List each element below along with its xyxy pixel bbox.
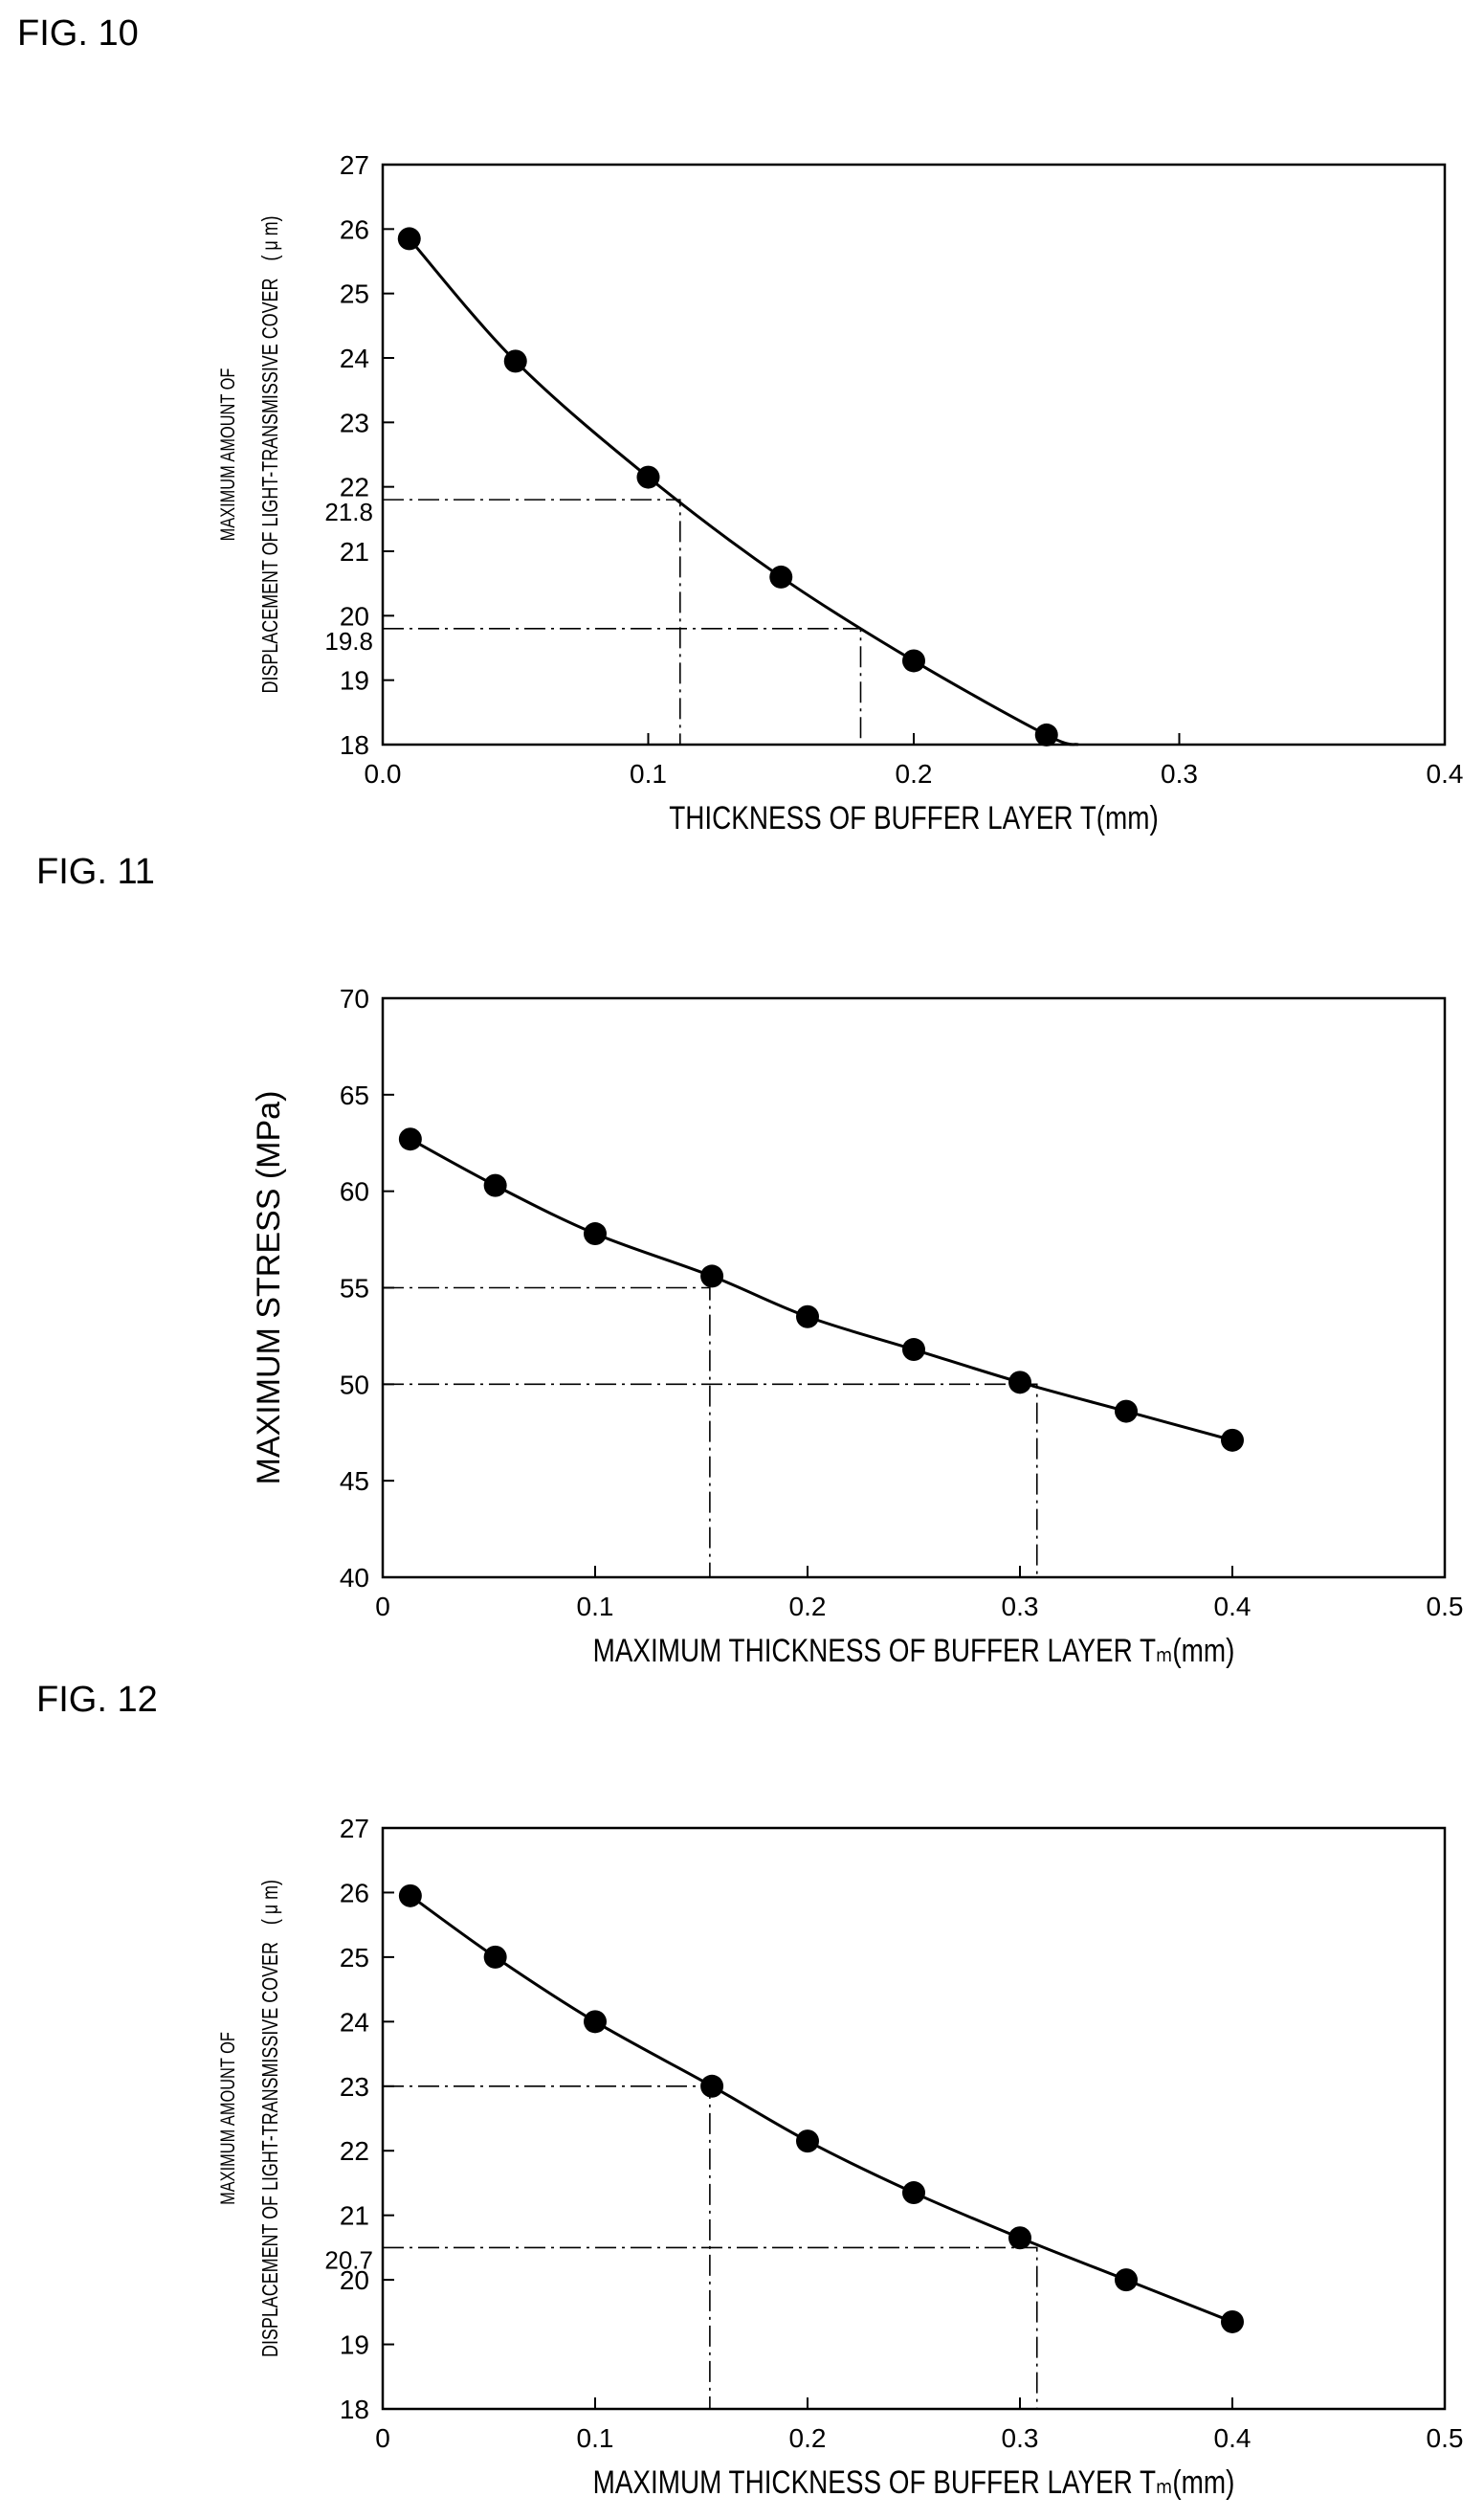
y-tick-label: 21 (340, 2201, 369, 2231)
y-tick-label: 24 (340, 2007, 369, 2037)
data-point (1008, 2226, 1031, 2250)
data-point (397, 227, 421, 251)
figure-label-12: FIG. 12 (36, 1680, 158, 1720)
series-curve (409, 1894, 1233, 2324)
y-tick-label: 65 (340, 1081, 369, 1110)
x-axis-label: MAXIMUM THICKNESS OF BUFFER LAYER Tₘ(mm) (593, 1632, 1235, 1668)
figure-label-10: FIG. 10 (17, 13, 139, 54)
y-tick-label: 25 (340, 279, 369, 309)
x-tick-label: 0.2 (896, 759, 933, 789)
data-point (483, 1173, 507, 1197)
y-tick-label: 50 (340, 1370, 369, 1399)
reference-label: 20.7 (324, 2245, 373, 2274)
y-tick-label: 27 (340, 1814, 369, 1843)
y-tick-label: 19 (340, 2330, 369, 2360)
data-point (769, 565, 793, 589)
data-point (483, 1945, 507, 1969)
figure-label-11: FIG. 11 (36, 852, 155, 892)
y-tick-label: 18 (340, 730, 369, 760)
x-tick-label: 0.1 (577, 2423, 614, 2453)
data-point (398, 1884, 422, 1907)
chart-fig-10: 18 19 20 21 22 23 24 25 26 27 0.0 0.1 0.2 0.3 0.4 THICK… (216, 150, 1464, 836)
series-curve (408, 237, 1079, 747)
data-point (1115, 1399, 1138, 1423)
reference-line (383, 1286, 711, 1577)
y-axis-label-line: MAXIMUM AMOUNT OF (216, 2032, 238, 2205)
y-axis-label-line: DISPLACEMENT OF LIGHT-TRANSMISSIVE COVER… (258, 1880, 283, 2357)
y-tick-label: 18 (340, 2395, 369, 2424)
y-tick-label: 26 (340, 1878, 369, 1907)
plot-frame (381, 1826, 1447, 2411)
data-point (584, 2010, 607, 2034)
y-tick-label: 26 (340, 214, 369, 244)
y-tick-label: 23 (340, 408, 369, 437)
x-tick-label: 0.4 (1214, 2423, 1251, 2453)
y-tick-label: 45 (340, 1466, 369, 1496)
x-tick-label: 0.5 (1427, 1592, 1464, 1621)
y-tick-label: 20 (340, 601, 369, 631)
y-tick-label: 22 (340, 473, 369, 502)
reference-line (383, 499, 681, 745)
x-tick-label: 0.2 (789, 2423, 827, 2453)
reference-line (383, 1383, 1038, 1577)
data-point (796, 1304, 819, 1328)
y-tick-label: 25 (340, 1943, 369, 1973)
x-tick-label: 0.3 (1161, 759, 1198, 789)
data-point (1115, 2268, 1138, 2292)
y-tick-label: 20 (340, 2265, 369, 2295)
x-axis-label: MAXIMUM THICKNESS OF BUFFER LAYER Tₘ(mm) (593, 2463, 1235, 2500)
y-tick-label: 70 (340, 984, 369, 1014)
y-tick-label: 55 (340, 1274, 369, 1304)
x-tick-label: 0.4 (1427, 759, 1464, 789)
data-point (700, 1264, 724, 1288)
x-axis-label: THICKNESS OF BUFFER LAYER T(mm) (669, 799, 1158, 836)
data-point (700, 2074, 724, 2098)
data-point (584, 1222, 607, 1246)
data-point (902, 649, 925, 673)
y-tick-label: 19 (340, 666, 369, 696)
data-point (1221, 1428, 1244, 1452)
y-tick-label: 21 (340, 537, 369, 567)
y-tick-label: 40 (340, 1563, 369, 1593)
data-point (902, 1338, 925, 1362)
x-tick-label: 0.5 (1427, 2423, 1464, 2453)
reference-line (383, 2246, 1038, 2409)
series-curve (410, 1137, 1233, 1442)
data-point (1008, 1371, 1031, 1394)
x-tick-label: 0 (375, 1592, 390, 1621)
x-tick-label: 0.3 (1002, 2423, 1039, 2453)
data-point (1221, 2309, 1244, 2333)
data-point (636, 465, 660, 489)
y-tick-label: 23 (340, 2072, 369, 2102)
data-point (796, 2129, 819, 2153)
y-tick-label: 24 (340, 344, 369, 373)
x-tick-label: 0.1 (577, 1592, 614, 1621)
y-axis-label-line: MAXIMUM AMOUNT OF (216, 368, 238, 542)
data-point (503, 349, 527, 373)
reference-label: 19.8 (324, 627, 373, 656)
y-tick-label: 60 (340, 1177, 369, 1207)
chart-fig-11: 40 45 50 55 60 65 70 0 0.1 0.2 0.3 0.4 0.5 MAXIMUM TH… (251, 984, 1464, 1669)
chart-fig-12: 18 19 20 21 22 23 24 25 26 27 0 0.1 0.2 0.3 0.4 0.5 MAXI… (216, 1814, 1464, 2501)
x-tick-label: 0 (375, 2423, 390, 2453)
x-tick-label: 0.0 (365, 759, 402, 789)
y-axis-label: MAXIMUM STRESS (MPa) (251, 1091, 287, 1485)
reference-line (383, 628, 862, 745)
data-point (398, 1127, 422, 1151)
y-axis-label-line: DISPLACEMENT OF LIGHT-TRANSMISSIVE COVER… (258, 215, 283, 693)
reference-label: 21.8 (324, 498, 373, 526)
y-tick-label: 27 (340, 150, 369, 180)
x-tick-label: 0.1 (630, 759, 667, 789)
x-tick-label: 0.4 (1214, 1592, 1251, 1621)
data-point (1034, 723, 1058, 747)
y-tick-label: 22 (340, 2136, 369, 2166)
data-point (902, 2181, 925, 2205)
x-tick-label: 0.2 (789, 1592, 827, 1621)
x-tick-label: 0.3 (1002, 1592, 1039, 1621)
